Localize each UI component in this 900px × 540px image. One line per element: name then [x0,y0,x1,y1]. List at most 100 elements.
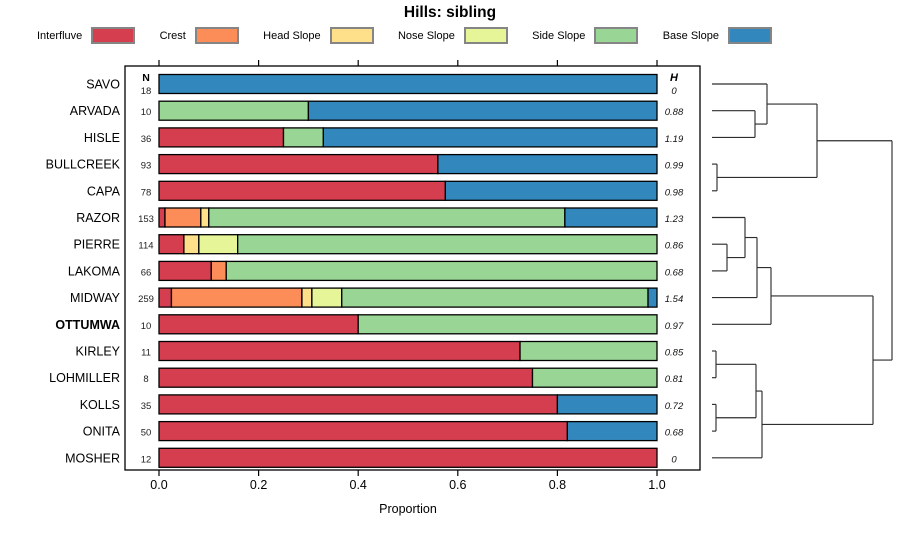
bar-segment [357,314,658,335]
n-value: 10 [141,321,152,332]
n-value: 18 [141,86,152,97]
legend-item: Head Slope [263,27,374,44]
legend-label: Side Slope [532,29,586,42]
bar-segment [556,394,658,415]
n-value: 10 [141,107,152,118]
h-value: 0.68 [665,428,684,439]
bar-segment [311,287,343,308]
legend-swatch [463,27,508,44]
bar-segment [282,127,324,148]
h-value: 0.97 [665,321,684,332]
h-value: 0 [671,86,677,97]
h-value: 0.85 [665,348,684,359]
legend-label: Crest [159,29,186,42]
row-label: ONITA [83,425,121,439]
legend-swatch [329,27,374,44]
legend-swatch [594,27,639,44]
n-value: 36 [141,134,152,145]
bar-segment [437,153,658,175]
bar-segment [566,420,658,442]
bar-segment [647,287,658,308]
bar-segment [158,234,185,255]
bar-segment [307,100,658,121]
legend-label: Base Slope [662,29,719,42]
x-tick-label: 0.6 [449,478,466,492]
bar-segment [200,207,210,228]
h-value: 0.86 [665,241,684,252]
h-value: 0.99 [665,161,684,172]
n-value: 78 [141,187,152,198]
n-value: 259 [138,294,154,305]
bar-segment [158,340,521,362]
row-label: PIERRE [73,238,120,252]
legend-swatch [91,27,136,44]
bar-segment [341,287,649,308]
bar-segment [158,127,285,148]
row-label: KOLLS [80,398,120,412]
h-column-header: H [670,72,679,84]
bar-segment [158,287,173,308]
h-value: 1.54 [665,294,684,305]
bar-segment [158,153,439,175]
bar-segment [322,127,658,148]
bar-segment [519,340,658,362]
x-tick-label: 0.4 [350,478,367,492]
bar-segment [210,260,227,282]
bar-segment [158,100,310,121]
legend-swatch [727,27,772,44]
bar-segment [158,180,447,201]
row-label: HISLE [84,131,120,145]
bar-segment [158,367,534,388]
legend-item: Interfluve [37,27,136,44]
row-label: KIRLEY [76,345,121,359]
n-value: 114 [138,241,153,252]
n-value: 93 [141,161,152,172]
bar-segment [164,207,202,228]
n-value: 35 [141,401,152,412]
x-tick-label: 0.2 [250,478,267,492]
bar-segment [198,234,239,255]
n-value: 8 [143,374,148,385]
h-value: 0.68 [665,267,684,278]
n-column-header: N [142,72,150,84]
legend-item: Base Slope [663,27,772,44]
row-label: SAVO [86,78,120,92]
row-label: LAKOMA [68,264,121,278]
bar-segment [444,180,658,201]
h-value: 0.98 [665,187,684,198]
row-label: LOHMILLER [49,371,120,385]
legend-label: Interfluve [37,29,83,42]
bar-segment [170,287,303,308]
row-label: RAZOR [76,211,120,225]
bar-segment [208,207,566,228]
h-value: 1.23 [665,214,684,225]
x-axis-title: Proportion [379,502,437,516]
bar-segment [237,234,658,255]
n-value: 11 [141,348,151,359]
n-value: 50 [141,428,152,439]
bar-segment [158,420,569,442]
legend-label: Head Slope [263,29,321,42]
legend-swatch [194,27,239,44]
legend-item: Crest [160,27,239,44]
legend-label: Nose Slope [397,29,455,42]
x-tick-label: 0.8 [549,478,566,492]
row-label: ARVADA [70,104,121,118]
chart-title: Hills: sibling [403,4,497,21]
row-label: BULLCREEK [46,158,121,172]
bar-segment [531,367,658,388]
bar-segment [158,394,559,415]
row-label: CAPA [87,184,121,198]
plot-frame [124,65,701,471]
bar-segment [158,207,166,228]
h-value: 0.72 [665,401,684,412]
bar-segment [158,73,658,95]
bar-segment [225,260,658,282]
bar-segment [158,260,212,282]
x-tick-label: 1.0 [648,478,665,492]
bar-segment [301,287,313,308]
row-label: OTTUMWA [55,318,120,332]
h-value: 0 [671,454,677,465]
